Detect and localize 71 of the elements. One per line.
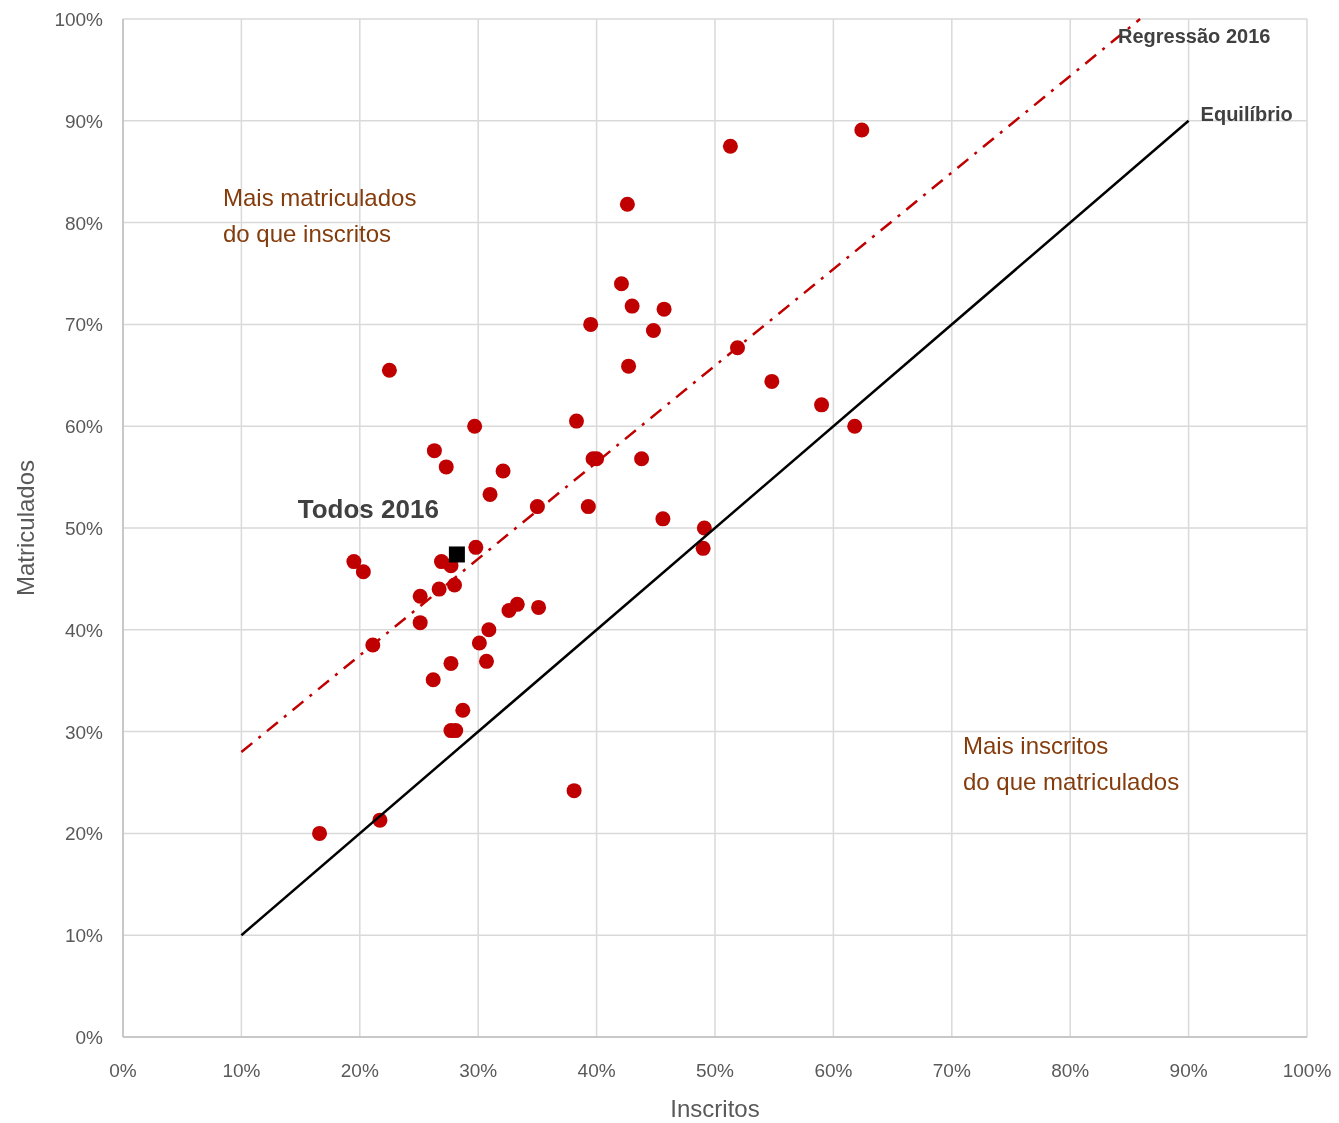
- point: [847, 418, 863, 434]
- x-tick-label: 100%: [1282, 1060, 1332, 1081]
- y-tick-label: 60%: [64, 416, 104, 438]
- point: [624, 298, 640, 314]
- point: [764, 373, 780, 389]
- annotation: Mais matriculados do que inscritos: [223, 184, 417, 247]
- series-label: Todos 2016: [297, 494, 439, 525]
- point: [529, 499, 545, 515]
- x-tick-label: 60%: [814, 1060, 853, 1081]
- point: [854, 122, 870, 138]
- point: [346, 554, 362, 570]
- y-tick-label: 10%: [64, 925, 104, 947]
- y-axis-title: Matriculados: [12, 459, 39, 597]
- point: [312, 825, 328, 841]
- x-tick-label: 10%: [222, 1060, 261, 1081]
- point: [613, 276, 629, 292]
- point: [695, 540, 711, 556]
- y-tick-label: 80%: [64, 212, 104, 234]
- x-tick-label: 70%: [932, 1060, 971, 1081]
- x-tick-label: 0%: [109, 1060, 137, 1081]
- point: [722, 138, 738, 154]
- x-tick-label: 50%: [695, 1060, 735, 1081]
- point: [583, 316, 599, 332]
- point: [531, 599, 547, 615]
- point: [656, 301, 672, 317]
- point: [438, 459, 454, 475]
- y-tick-label: 70%: [64, 314, 104, 336]
- annotation: Mais inscritos do que matriculados: [963, 732, 1180, 795]
- x-tick-label: 40%: [577, 1060, 616, 1081]
- point: [478, 653, 494, 669]
- x-tick-label: 80%: [1051, 1060, 1090, 1081]
- point: [619, 196, 635, 212]
- point: [621, 358, 637, 374]
- point: [495, 463, 511, 479]
- series-label: Regressão 2016: [1118, 25, 1271, 47]
- point: [448, 546, 465, 563]
- point: [443, 655, 459, 671]
- point: [355, 564, 371, 580]
- point: [468, 539, 484, 555]
- point: [412, 588, 428, 604]
- point: [431, 581, 447, 597]
- series-label: Equilíbrio: [1200, 102, 1293, 125]
- point: [412, 615, 428, 631]
- y-tick-label: 100%: [54, 9, 104, 30]
- y-tick-label: 20%: [64, 823, 104, 845]
- y-tick-label: 0%: [75, 1027, 104, 1048]
- x-tick-label: 90%: [1169, 1060, 1208, 1081]
- point: [455, 702, 471, 718]
- point: [471, 635, 487, 651]
- x-tick-label: 20%: [340, 1060, 379, 1081]
- y-tick-label: 50%: [64, 518, 104, 539]
- point: [645, 323, 661, 339]
- point: [381, 362, 397, 378]
- y-tick-label: 40%: [64, 619, 104, 641]
- point: [467, 418, 483, 434]
- y-tick-label: 30%: [64, 721, 104, 743]
- point: [655, 511, 671, 527]
- point: [696, 520, 712, 536]
- y-tick-label: 90%: [64, 110, 104, 132]
- point: [634, 451, 650, 467]
- point: [481, 622, 497, 638]
- point: [501, 602, 517, 618]
- point: [426, 443, 442, 459]
- point: [566, 783, 582, 799]
- x-axis-title: Inscritos: [670, 1095, 760, 1122]
- point: [814, 397, 830, 413]
- point: [568, 413, 584, 429]
- point: [580, 499, 596, 515]
- x-tick-label: 30%: [459, 1060, 498, 1081]
- point: [482, 486, 498, 502]
- point: [425, 672, 441, 688]
